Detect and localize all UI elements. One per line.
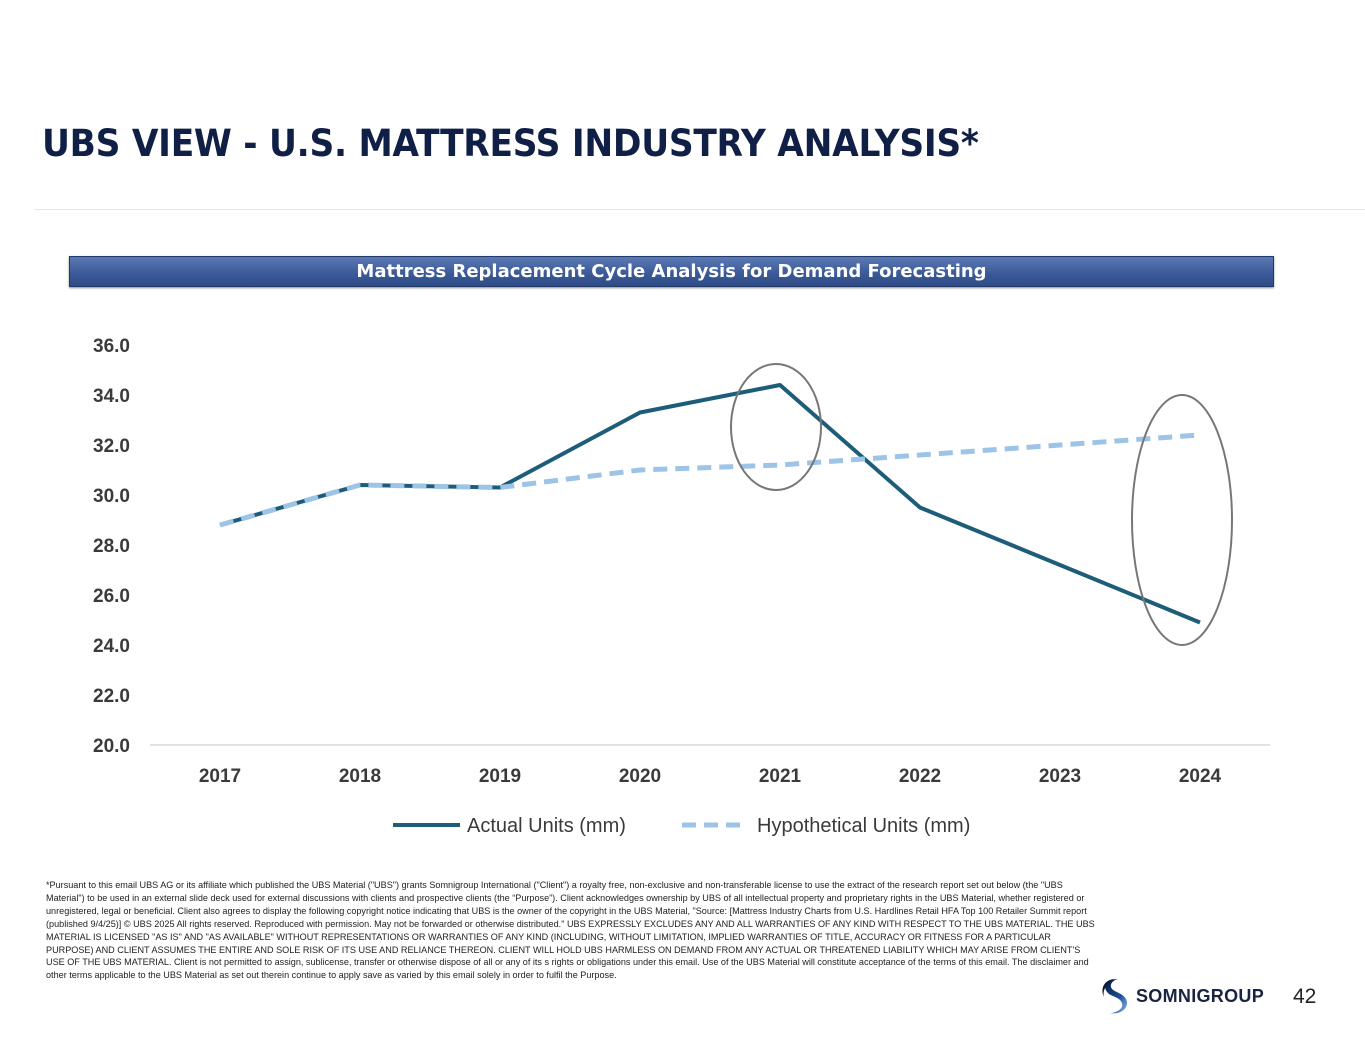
chart-title: Mattress Replacement Cycle Analysis for … xyxy=(69,256,1274,287)
x-tick-label: 2023 xyxy=(1039,766,1081,787)
y-tick-label: 20.0 xyxy=(93,736,130,757)
line-chart: 20.0 22.0 24.0 26.0 28.0 30.0 32.0 34.0 36.0 2017… xyxy=(93,336,1270,837)
y-tick-label: 22.0 xyxy=(93,686,130,707)
page-title: UBS VIEW - U.S. MATTRESS INDUSTRY ANALYS… xyxy=(42,122,979,165)
somnigroup-logo: SOMNIGROUP xyxy=(1100,977,1264,1015)
legend-label-hypothetical: Hypothetical Units (mm) xyxy=(757,815,970,837)
y-tick-label: 36.0 xyxy=(93,336,130,357)
logo-text: SOMNIGROUP xyxy=(1136,985,1265,1006)
y-tick-label: 30.0 xyxy=(93,486,130,507)
annotation-ellipse xyxy=(1131,394,1233,646)
page-number: 42 xyxy=(1293,985,1317,1008)
x-tick-label: 2018 xyxy=(339,766,381,787)
annotation-ellipse xyxy=(730,363,822,491)
y-tick-label: 34.0 xyxy=(93,386,130,407)
series-line-hypothetical xyxy=(219,432,1201,528)
x-tick-label: 2020 xyxy=(619,766,661,787)
x-tick-label: 2024 xyxy=(1179,766,1222,787)
x-tick-label: 2022 xyxy=(899,766,941,787)
series-line-actual xyxy=(219,383,1201,625)
y-tick-label: 32.0 xyxy=(93,436,130,457)
x-tick-label: 2021 xyxy=(759,766,802,787)
logo-icon xyxy=(1102,979,1128,1014)
y-tick-label: 26.0 xyxy=(93,586,130,607)
y-tick-label: 28.0 xyxy=(93,536,130,557)
y-tick-label: 24.0 xyxy=(93,636,130,657)
footnote: *Pursuant to this email UBS AG or its af… xyxy=(46,880,1095,981)
divider xyxy=(35,209,1365,210)
legend-label-actual: Actual Units (mm) xyxy=(467,815,626,837)
x-tick-label: 2019 xyxy=(479,766,521,787)
x-tick-label: 2017 xyxy=(199,766,241,787)
